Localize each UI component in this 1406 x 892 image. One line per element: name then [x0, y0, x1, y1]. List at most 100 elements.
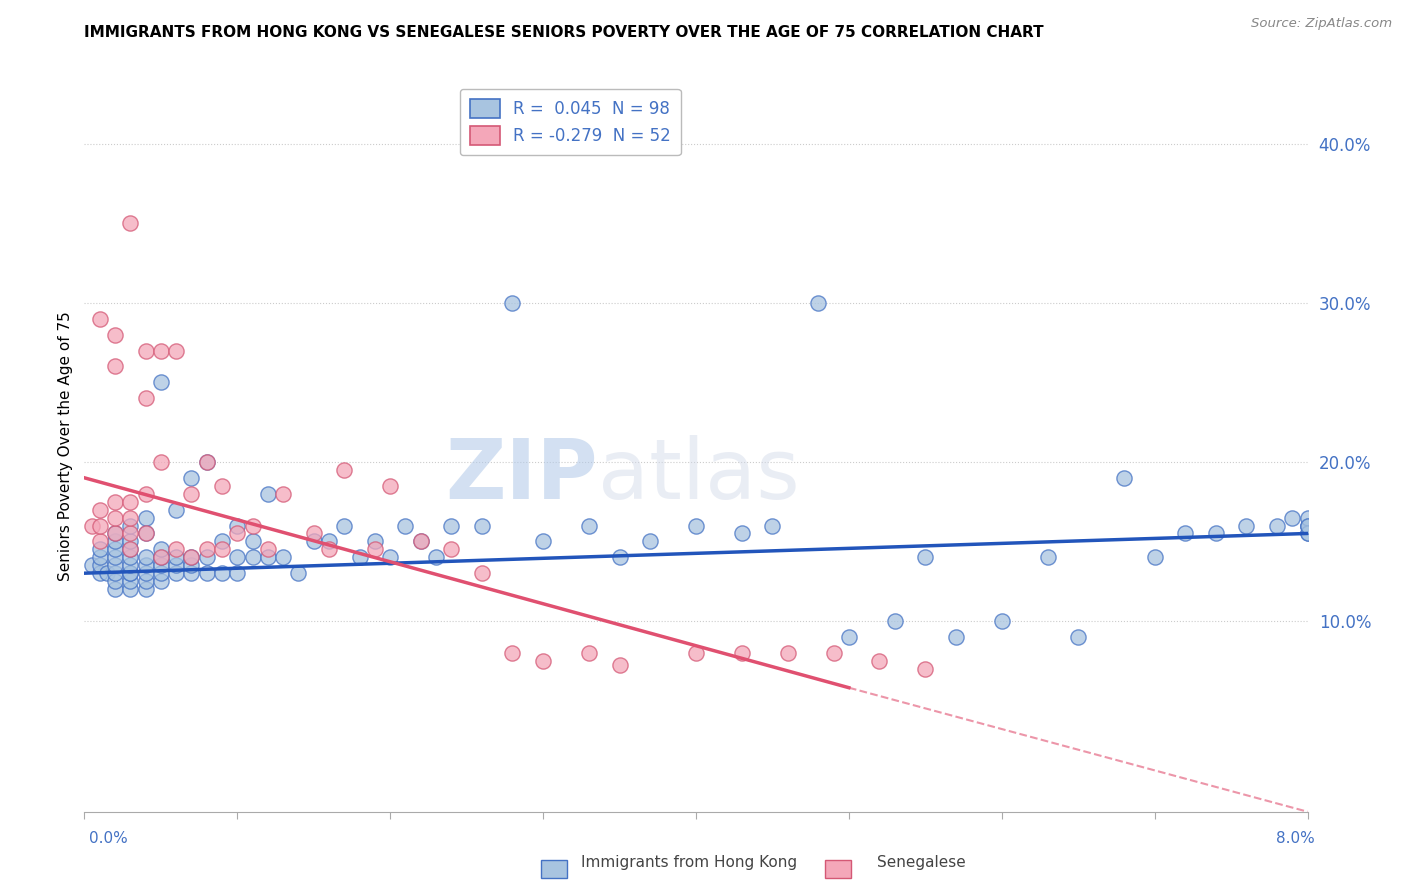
Point: [120, 216, 142, 230]
Point: [226, 566, 249, 581]
Point: [731, 646, 754, 660]
Point: [120, 542, 142, 557]
Point: [349, 550, 371, 565]
Point: [80, 518, 103, 533]
Text: ZIP: ZIP: [446, 434, 598, 516]
Point: [1296, 518, 1319, 533]
Point: [914, 550, 936, 565]
Point: [302, 526, 325, 541]
Text: 0.0%: 0.0%: [89, 831, 128, 846]
Point: [1036, 550, 1059, 565]
Point: [135, 526, 157, 541]
Point: [89, 558, 111, 573]
Point: [120, 526, 142, 541]
Point: [180, 486, 202, 500]
Point: [638, 534, 661, 549]
Point: [440, 518, 463, 533]
Point: [501, 296, 523, 310]
Point: [1296, 526, 1319, 541]
Point: [89, 542, 111, 557]
Point: [135, 574, 157, 589]
Point: [242, 550, 264, 565]
Point: [1174, 526, 1197, 541]
Point: [180, 550, 202, 565]
Point: [1281, 510, 1303, 524]
Point: [195, 566, 218, 581]
Point: [226, 518, 249, 533]
Point: [883, 614, 905, 628]
Point: [89, 502, 111, 516]
Text: 8.0%: 8.0%: [1275, 831, 1315, 846]
Point: [211, 542, 233, 557]
Point: [104, 574, 127, 589]
Point: [180, 558, 202, 573]
Point: [226, 550, 249, 565]
Point: [165, 566, 187, 581]
Point: [104, 558, 127, 573]
Point: [257, 550, 280, 565]
Point: [104, 526, 127, 541]
Point: [165, 542, 187, 557]
Point: [195, 542, 218, 557]
Point: [440, 542, 463, 557]
Point: [104, 494, 127, 508]
Point: [180, 550, 202, 565]
Point: [364, 534, 387, 549]
Point: [731, 526, 754, 541]
Text: Senegalese: Senegalese: [876, 855, 966, 870]
Point: [531, 654, 554, 668]
Point: [425, 550, 447, 565]
Point: [195, 455, 218, 469]
Point: [501, 646, 523, 660]
Point: [104, 566, 127, 581]
Point: [1296, 518, 1319, 533]
Point: [823, 646, 845, 660]
Point: [1296, 526, 1319, 541]
Point: [149, 550, 172, 565]
Point: [394, 518, 416, 533]
Point: [409, 534, 432, 549]
Point: [104, 582, 127, 596]
Point: [409, 534, 432, 549]
Point: [471, 518, 494, 533]
Point: [135, 392, 157, 406]
Point: [609, 550, 631, 565]
Point: [135, 343, 157, 358]
Point: [120, 494, 142, 508]
Point: [776, 646, 799, 660]
Point: [685, 646, 707, 660]
Y-axis label: Seniors Poverty Over the Age of 75: Seniors Poverty Over the Age of 75: [58, 311, 73, 581]
Point: [1296, 510, 1319, 524]
Point: [807, 296, 830, 310]
Point: [120, 582, 142, 596]
Point: [333, 463, 356, 477]
Point: [180, 471, 202, 485]
Point: [226, 526, 249, 541]
Point: [1234, 518, 1257, 533]
Point: [180, 566, 202, 581]
Point: [104, 359, 127, 374]
Point: [89, 311, 111, 326]
Point: [471, 566, 494, 581]
Point: [149, 542, 172, 557]
Point: [271, 550, 294, 565]
Point: [135, 582, 157, 596]
Point: [914, 662, 936, 676]
Point: [135, 486, 157, 500]
Text: Source: ZipAtlas.com: Source: ZipAtlas.com: [1251, 17, 1392, 29]
Legend: R =  0.045  N = 98, R = -0.279  N = 52: R = 0.045 N = 98, R = -0.279 N = 52: [460, 88, 681, 155]
Point: [318, 542, 340, 557]
Point: [1296, 518, 1319, 533]
Point: [578, 646, 600, 660]
Point: [135, 558, 157, 573]
Point: [135, 526, 157, 541]
Point: [271, 486, 294, 500]
Point: [609, 658, 631, 673]
Point: [195, 550, 218, 565]
Point: [242, 518, 264, 533]
Point: [120, 566, 142, 581]
Point: [685, 518, 707, 533]
Point: [149, 558, 172, 573]
Point: [302, 534, 325, 549]
Point: [96, 566, 118, 581]
